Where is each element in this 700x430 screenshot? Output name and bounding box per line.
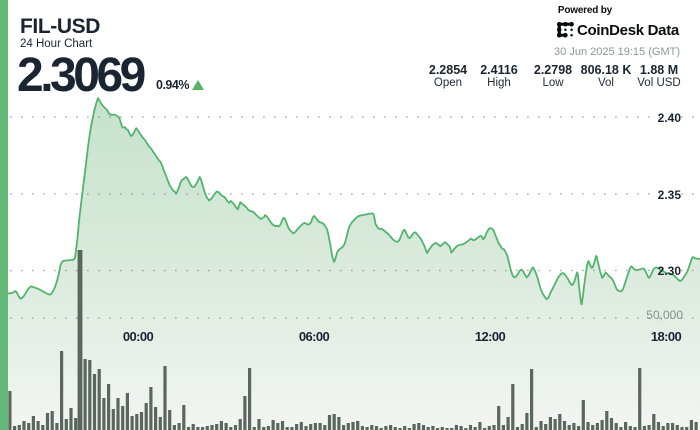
svg-text:CoinDesk Data: CoinDesk Data [577, 22, 680, 38]
